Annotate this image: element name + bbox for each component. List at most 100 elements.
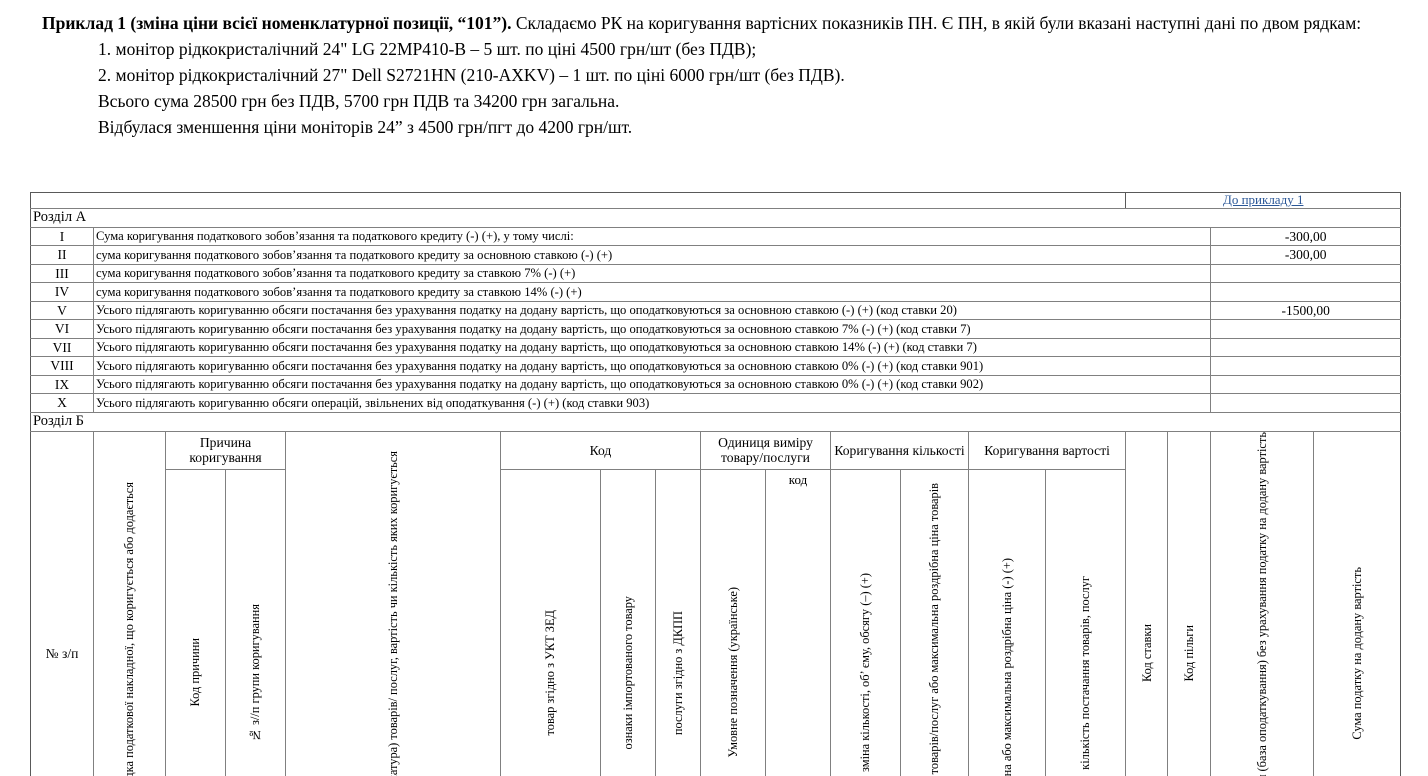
row-value <box>1210 282 1402 302</box>
row-description: Усього підлягають коригуванню обсяги пос… <box>92 337 1212 358</box>
section-a-row: X Усього підлягають коригуванню обсяги о… <box>30 393 1402 413</box>
header-group-code: Код <box>500 430 701 470</box>
row-value: -1500,00 <box>1210 300 1402 321</box>
header-label-supply-qty: кількість постачання товарів, послуг <box>1078 575 1093 770</box>
section-a-row: VIII Усього підлягають коригуванню обсяг… <box>30 356 1402 376</box>
header-col-9: ціна або максимальна роздрібна ціна (-) … <box>968 468 1046 776</box>
row-description: сума коригування податкового зобов’язанн… <box>92 263 1212 284</box>
header-col-1-2: № з/п рядка податкової накладної, що кор… <box>93 430 166 776</box>
header-col-5: Умовне позначення (українське) <box>700 468 766 776</box>
row-description: Усього підлягають коригуванню обсяги пос… <box>92 374 1212 395</box>
header-label-price-change: ціна або максимальна роздрібна ціна (-) … <box>999 558 1014 776</box>
header-label-line-num: № з/п рядка податкової накладної, що кор… <box>122 481 137 776</box>
header-col-2-1: Код причини <box>165 468 226 776</box>
intro-line-1: Приклад 1 (зміна ціни всієї номенклатурн… <box>42 10 1402 36</box>
row-numeral: IV <box>30 282 94 302</box>
section-a-row: VI Усього підлягають коригуванню обсяги … <box>30 319 1402 339</box>
header-col-7: зміна кількості, об’ єму, обсягу (–) (+) <box>830 468 901 776</box>
adjustment-calculation-table: До прикладу 1 Розділ А I Сума коригуванн… <box>29 192 1402 776</box>
header-col-13: Обсяги постачання (база оподаткування) б… <box>1210 430 1315 776</box>
section-a-row: IX Усього підлягають коригуванню обсяги … <box>30 374 1402 395</box>
header-col-12: Код пільги <box>1167 430 1212 776</box>
section-a-label-row: Розділ А <box>29 207 1402 228</box>
section-b-sub-header-row: Код причини № з//п групи коригування тов… <box>31 468 1401 776</box>
header-col-14: Сума податку на додану вартість <box>1313 430 1402 776</box>
section-b-label-row: Розділ Б <box>29 411 1402 432</box>
header-label-vat-amount: Сума податку на додану вартість <box>1350 567 1365 740</box>
row-description: Усього підлягають коригуванню обсяги пос… <box>92 319 1212 339</box>
row-numeral: IX <box>30 374 94 395</box>
header-label-num: № з/п <box>45 645 79 661</box>
header-col-3: Опис (номенклатура) товарів/ послуг, вар… <box>285 430 501 776</box>
header-col-4-2: ознаки імпортованого товару <box>600 468 656 776</box>
header-label-rate-code: Код ставки <box>1139 624 1154 683</box>
intro-change-line: Відбулася зменшення ціни моніторів 24” з… <box>98 117 633 137</box>
section-a-row: III сума коригування податкового зобов’я… <box>30 263 1402 284</box>
header-label-qty-change: зміна кількості, об’ єму, обсягу (–) (+) <box>858 573 873 773</box>
header-group-value-adjust: Коригування вартості <box>967 430 1127 470</box>
row-value <box>1210 356 1402 376</box>
row-description: Усього підлягають коригуванню обсяги опе… <box>92 393 1212 413</box>
row-numeral: VIII <box>30 356 94 376</box>
row-numeral: I <box>30 226 94 247</box>
header-label-unit-symbol: Умовне позначення (українське) <box>725 587 740 758</box>
row-numeral: V <box>30 300 94 321</box>
row-value <box>1210 263 1402 284</box>
example-title: Приклад 1 (зміна ціни всієї номенклатурн… <box>42 13 512 33</box>
intro-total-line: Всього сума 28500 грн без ПДВ, 5700 грн … <box>98 91 620 111</box>
header-label-unit-code: код <box>788 471 808 487</box>
header-label-benefit-code: Код пільги <box>1182 625 1197 682</box>
header-label-uktzed: товар згідно з УКТ ЗЕД <box>543 609 558 736</box>
header-col-2-2: № з//п групи коригування <box>225 468 286 776</box>
intro-item-1: 1. монітор рідкокристалічний 24" LG 22MP… <box>98 39 757 59</box>
example-link[interactable]: До прикладу 1 <box>1125 192 1402 209</box>
row-value <box>1210 319 1402 339</box>
row-value: -300,00 <box>1210 226 1402 247</box>
row-value <box>1210 393 1402 413</box>
section-a-row: I Сума коригування податкового зобов’яза… <box>30 226 1402 247</box>
row-numeral: X <box>30 393 94 413</box>
row-description: Усього підлягають коригуванню обсяги пос… <box>92 356 1212 376</box>
intro-text-block: Приклад 1 (зміна ціни всієї номенклатурн… <box>42 10 1402 140</box>
section-a-row: V Усього підлягають коригуванню обсяги п… <box>30 300 1402 321</box>
row-description: Усього підлягають коригуванню обсяги пос… <box>92 300 1212 321</box>
example-description: Складаємо РК на коригування вартісних по… <box>511 13 1362 33</box>
header-group-reason: Причина коригування <box>165 430 286 470</box>
header-label-supply-price: ціна постачання товарів/послуг або макси… <box>927 482 942 776</box>
section-a-row: II сума коригування податкового зобов’яз… <box>30 245 1402 265</box>
header-label-dkpp: послуги згідно з ДКПП <box>670 610 685 735</box>
section-b-label: Розділ Б <box>29 411 1402 432</box>
section-a-row: IV сума коригування податкового зобов’яз… <box>30 282 1402 302</box>
row-value: -300,00 <box>1210 245 1402 265</box>
row-description: сума коригування податкового зобов’язанн… <box>92 282 1212 302</box>
row-numeral: II <box>30 245 94 265</box>
header-group-unit: Одиниця виміру товару/послуги <box>700 430 831 470</box>
section-a-label: Розділ А <box>29 207 1402 228</box>
row-value <box>1210 337 1402 358</box>
header-col-4-1: товар згідно з УКТ ЗЕД <box>500 468 601 776</box>
row-numeral: VII <box>30 337 94 358</box>
row-description: сума коригування податкового зобов’язанн… <box>92 245 1212 265</box>
header-label-imported-sign: ознаки імпортованого товару <box>620 595 635 750</box>
header-label-reason-code: Код причини <box>188 638 203 707</box>
header-col-1-1: № з/п <box>30 430 94 776</box>
header-col-8: ціна постачання товарів/послуг або макси… <box>900 468 969 776</box>
row-description: Сума коригування податкового зобов’язанн… <box>92 226 1212 247</box>
header-label-supply-volume: Обсяги постачання (база оподаткування) б… <box>1255 431 1270 776</box>
intro-item-2: 2. монітор рідкокристалічний 27" Dell S2… <box>98 65 845 85</box>
table-top-bar: До прикладу 1 <box>29 192 1402 209</box>
header-label-group-num: № з//п групи коригування <box>248 603 263 742</box>
header-label-description: Опис (номенклатура) товарів/ послуг, вар… <box>385 451 400 776</box>
header-group-qty-adjust: Коригування кількості <box>830 430 969 470</box>
row-value <box>1210 374 1402 395</box>
row-numeral: VI <box>30 319 94 339</box>
section-b-group-header-row: № з/п № з/п рядка податкової накладної, … <box>30 430 1402 776</box>
header-col-4-3: послуги згідно з ДКПП <box>655 468 701 776</box>
header-col-11: Код ставки <box>1125 430 1169 776</box>
top-bar-blank <box>29 192 1126 209</box>
section-a-row: VII Усього підлягають коригуванню обсяги… <box>30 337 1402 358</box>
row-numeral: III <box>30 263 94 284</box>
header-col-6: код <box>765 468 831 776</box>
header-col-10: кількість постачання товарів, послуг <box>1044 468 1127 776</box>
